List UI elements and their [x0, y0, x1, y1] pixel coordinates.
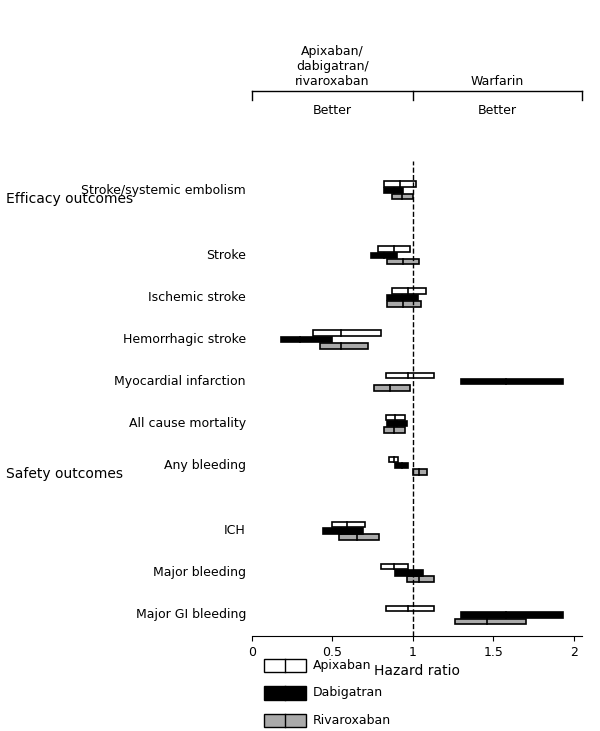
Bar	[313, 330, 381, 336]
Bar	[387, 295, 418, 300]
Bar	[387, 301, 421, 306]
Bar	[377, 246, 410, 252]
Bar	[281, 337, 332, 342]
Text: Major GI bleeding: Major GI bleeding	[136, 608, 246, 621]
X-axis label: Hazard ratio: Hazard ratio	[374, 664, 460, 678]
Bar	[395, 463, 408, 469]
Bar	[389, 457, 398, 462]
Bar	[386, 606, 434, 611]
Bar	[384, 427, 405, 433]
Text: Better: Better	[478, 104, 517, 117]
Bar	[395, 570, 422, 575]
Bar	[384, 188, 403, 193]
Bar	[386, 414, 405, 420]
Text: Safety outcomes: Safety outcomes	[6, 467, 123, 481]
Text: ICH: ICH	[224, 524, 246, 537]
Bar	[461, 613, 563, 618]
Text: Better: Better	[313, 104, 352, 117]
Bar	[407, 577, 434, 582]
Text: Stroke: Stroke	[206, 249, 246, 262]
Bar	[374, 385, 410, 390]
Bar	[384, 181, 416, 186]
Bar	[461, 379, 563, 385]
Bar	[386, 373, 434, 378]
Text: Warfarin: Warfarin	[471, 75, 524, 88]
Bar	[387, 421, 407, 426]
Bar	[387, 259, 419, 265]
Text: Dabigatran: Dabigatran	[313, 686, 383, 700]
Bar	[381, 564, 408, 569]
Text: Major bleeding: Major bleeding	[153, 567, 246, 580]
Bar	[392, 194, 413, 200]
Text: Rivaroxaban: Rivaroxaban	[313, 714, 391, 727]
Bar	[413, 469, 427, 474]
Bar	[332, 522, 365, 527]
Bar	[455, 618, 526, 624]
Text: Apixaban/
dabigatran/
rivaroxaban: Apixaban/ dabigatran/ rivaroxaban	[295, 45, 370, 88]
Bar	[320, 343, 368, 349]
Text: Apixaban: Apixaban	[313, 659, 372, 672]
Text: Ischemic stroke: Ischemic stroke	[148, 291, 246, 304]
Bar	[323, 528, 363, 534]
Bar	[339, 534, 379, 540]
Bar	[371, 253, 397, 258]
Text: Myocardial infarction: Myocardial infarction	[115, 375, 246, 388]
Text: Efficacy outcomes: Efficacy outcomes	[6, 192, 133, 205]
Text: All cause mortality: All cause mortality	[129, 417, 246, 430]
Text: Hemorrhagic stroke: Hemorrhagic stroke	[123, 333, 246, 346]
Text: Stroke/systemic embolism: Stroke/systemic embolism	[81, 183, 246, 197]
Bar	[392, 289, 426, 294]
Text: Any bleeding: Any bleeding	[164, 459, 246, 472]
